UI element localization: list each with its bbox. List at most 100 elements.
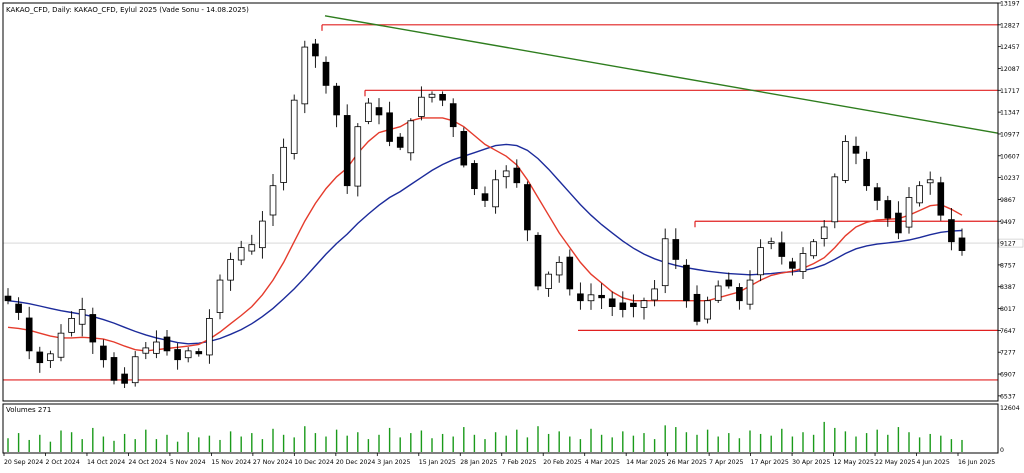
candle-81 xyxy=(863,151,870,191)
candle-35 xyxy=(375,98,383,125)
candle-84 xyxy=(895,201,902,240)
candle-40 xyxy=(428,91,436,103)
candle-64 xyxy=(683,259,690,308)
candle-59 xyxy=(630,294,637,318)
candle-62 xyxy=(661,228,669,294)
candle-2 xyxy=(25,306,33,360)
candle-75 xyxy=(799,247,807,279)
candle-9 xyxy=(100,339,107,368)
candle-42 xyxy=(449,98,457,137)
date-tick-label: 3 Jan 2025 xyxy=(377,459,410,466)
candle-47 xyxy=(502,165,510,189)
trendline-group xyxy=(324,15,999,134)
price-tick-label: 7277 xyxy=(1000,350,1016,357)
candle-30 xyxy=(322,56,330,94)
date-tick-label: 15 Jan 2025 xyxy=(419,459,456,466)
candle-78 xyxy=(831,173,839,229)
candle-36 xyxy=(386,101,393,147)
candle-26 xyxy=(280,138,287,191)
candle-22 xyxy=(237,240,245,266)
candle-4 xyxy=(47,350,54,368)
candle-29 xyxy=(312,38,319,68)
candle-19 xyxy=(206,309,213,364)
candle-79 xyxy=(842,135,849,184)
volume-label: Volumes 271 xyxy=(6,406,51,414)
date-tick-label: 14 Oct 2024 xyxy=(87,459,125,466)
candle-56 xyxy=(598,283,605,310)
date-tick-label: 17 Apr 2025 xyxy=(751,459,789,466)
candle-18 xyxy=(195,348,203,357)
candle-10 xyxy=(110,352,118,385)
candle-15 xyxy=(163,329,171,356)
candle-63 xyxy=(672,228,680,270)
candle-41 xyxy=(439,91,446,107)
candle-14 xyxy=(153,330,160,359)
price-tick-label: 6907 xyxy=(1000,372,1016,379)
date-tick-label: 16 Jun 2025 xyxy=(958,459,995,466)
price-tick-label: 8017 xyxy=(1000,306,1016,313)
candle-88 xyxy=(937,176,945,221)
candle-85 xyxy=(905,187,913,234)
date-tick-label: 4 Jun 2025 xyxy=(917,459,950,466)
price-tick-label: 9497 xyxy=(1000,219,1016,226)
current-price-marker xyxy=(998,238,1024,248)
price-tick-label: 6537 xyxy=(1000,393,1016,400)
candle-1 xyxy=(15,297,22,320)
candle-5 xyxy=(57,324,65,362)
candle-82 xyxy=(873,183,881,211)
candle-6 xyxy=(68,311,75,337)
candle-58 xyxy=(619,291,627,318)
candle-49 xyxy=(524,181,531,242)
candle-23 xyxy=(248,234,256,255)
candle-11 xyxy=(121,367,128,388)
date-tick-label: 2 Oct 2024 xyxy=(45,459,79,466)
price-tick-label: 10977 xyxy=(1000,131,1020,138)
candle-83 xyxy=(884,195,892,227)
candle-27 xyxy=(290,94,298,160)
candle-70 xyxy=(746,270,754,310)
candle-67 xyxy=(714,280,722,303)
date-tick-label: 4 Mar 2025 xyxy=(585,459,620,466)
candle-16 xyxy=(174,343,181,370)
candle-51 xyxy=(545,271,552,297)
candle-73 xyxy=(778,231,786,265)
candle-38 xyxy=(407,118,415,161)
chart-title: KAKAO_CFD, Daily: KAKAO_CFD, Eylul 2025 … xyxy=(6,6,249,14)
candle-72 xyxy=(767,237,775,250)
price-tick-label: 11717 xyxy=(1000,88,1020,95)
candle-69 xyxy=(736,283,743,310)
price-tick-label: 11347 xyxy=(1000,110,1020,117)
date-tick-label: 20 Feb 2025 xyxy=(543,459,582,466)
candle-12 xyxy=(131,351,139,387)
date-tick-label: 7 Apr 2025 xyxy=(709,459,743,466)
candle-25 xyxy=(269,174,277,226)
candle-32 xyxy=(343,104,351,194)
candle-71 xyxy=(757,239,764,282)
price-tick-label: 8757 xyxy=(1000,262,1016,269)
candle-44 xyxy=(471,160,478,196)
price-tick-label: 13197 xyxy=(1000,1,1020,8)
price-tick-label: 12087 xyxy=(1000,66,1020,73)
candle-45 xyxy=(481,186,489,207)
date-tick-label: 5 Nov 2024 xyxy=(170,459,206,466)
candle-33 xyxy=(354,123,362,197)
candle-54 xyxy=(577,282,584,310)
candle-89 xyxy=(948,208,955,251)
candle-77 xyxy=(820,220,828,247)
candle-21 xyxy=(227,252,234,291)
volume-bars xyxy=(7,421,963,452)
candle-80 xyxy=(852,136,860,165)
price-axis: 13197 12827 12457 12087 11717 11347 10977 10607… xyxy=(998,1,1024,400)
volume-axis: 12604 0 xyxy=(1000,405,1020,454)
horizontal-levels xyxy=(3,24,998,381)
candle-52 xyxy=(555,256,563,283)
candle-13 xyxy=(142,342,150,360)
price-tick-label: 9867 xyxy=(1000,197,1016,204)
current-price-label: 9127 xyxy=(1000,241,1016,248)
date-tick-label: 20 Sep 2024 xyxy=(4,459,43,466)
candle-46 xyxy=(492,169,499,214)
date-tick-label: 24 Oct 2024 xyxy=(128,459,166,466)
